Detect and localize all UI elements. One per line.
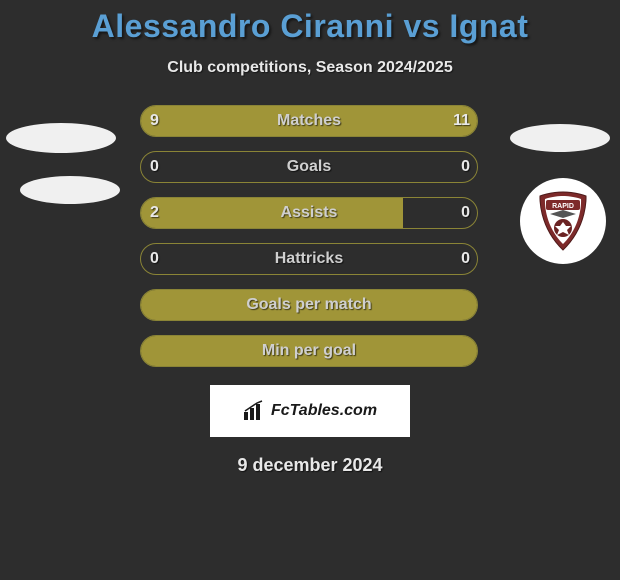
stat-value-left: 0: [150, 243, 159, 275]
stat-label: Min per goal: [141, 336, 477, 366]
stat-row: Min per goal: [0, 335, 620, 367]
stat-value-right: 0: [461, 151, 470, 183]
bar-chart-icon: [243, 400, 265, 422]
date-text: 9 december 2024: [0, 455, 620, 476]
stat-label: Goals per match: [141, 290, 477, 320]
stat-label: Hattricks: [141, 244, 477, 274]
stat-rows: Matches911Goals00Assists20Hattricks00Goa…: [0, 105, 620, 367]
comparison-title: Alessandro Ciranni vs Ignat: [0, 0, 620, 45]
stat-value-left: 9: [150, 105, 159, 137]
stat-bar-track: Goals: [140, 151, 478, 183]
stat-bar-track: Assists: [140, 197, 478, 229]
stat-value-left: 2: [150, 197, 159, 229]
comparison-subtitle: Club competitions, Season 2024/2025: [0, 59, 620, 77]
stat-row: Assists2 0: [0, 197, 620, 229]
stat-value-right: 11: [453, 105, 470, 137]
stat-row: Hattricks0 0: [0, 243, 620, 275]
stat-value-right: 0: [461, 197, 470, 229]
stat-label: Assists: [141, 198, 477, 228]
stat-value-left: 0: [150, 151, 159, 183]
brand-text: FcTables.com: [271, 402, 377, 420]
stat-bar-track: Matches: [140, 105, 478, 137]
stat-bar-track: Goals per match: [140, 289, 478, 321]
stat-row: Matches9 11: [0, 105, 620, 137]
stat-label: Goals: [141, 152, 477, 182]
stat-bar-track: Min per goal: [140, 335, 478, 367]
stat-value-right: 0: [461, 243, 470, 275]
stat-row: Goals per match: [0, 289, 620, 321]
stat-bar-track: Hattricks: [140, 243, 478, 275]
stat-row: Goals0 0: [0, 151, 620, 183]
stat-label: Matches: [141, 106, 477, 136]
brand-pill: FcTables.com: [210, 385, 410, 437]
